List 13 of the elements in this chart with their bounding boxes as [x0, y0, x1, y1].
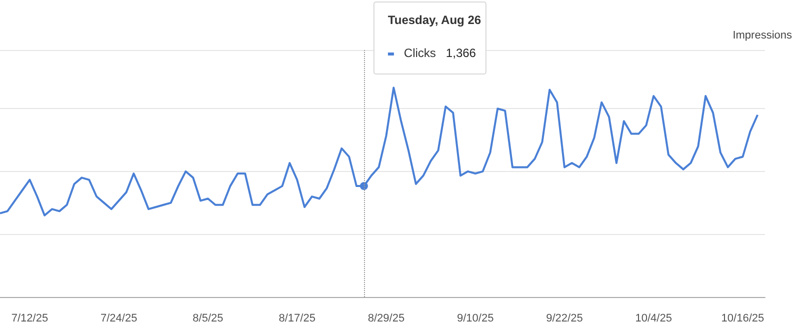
x-tick-label: 7/24/25 — [100, 312, 138, 324]
text: 1,366 — [446, 46, 476, 60]
x-tick-label: 8/29/25 — [368, 312, 405, 324]
x-tick-label: 9/10/25 — [456, 312, 494, 324]
y2-axis-title: Impressions — [732, 30, 792, 42]
x-tick-label: 10/4/25 — [635, 312, 672, 324]
x-tick-label: 8/17/25 — [278, 312, 316, 324]
x-tick-label: 7/12/25 — [11, 312, 48, 324]
x-tick-label: 9/22/25 — [546, 312, 583, 324]
x-tick-label: 10/16/25 — [721, 312, 764, 324]
x-tick-label: 8/5/25 — [192, 312, 224, 324]
legend-label: Clicks — [404, 46, 436, 60]
text: Tuesday, Aug 26 — [388, 13, 482, 27]
